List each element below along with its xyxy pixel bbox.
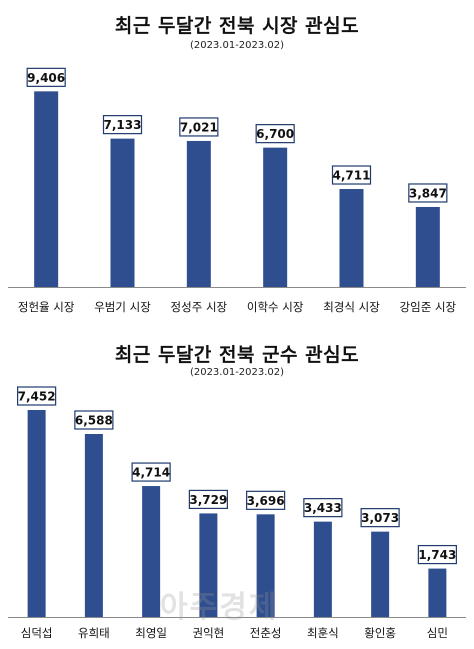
category-label: 정성주 시장 <box>171 300 228 314</box>
data-label: 6,700 <box>255 124 295 144</box>
data-label: 4,714 <box>131 462 171 482</box>
category-label: 심덕섭 <box>21 626 53 640</box>
bar <box>339 189 364 287</box>
category-label: 유희태 <box>78 626 110 640</box>
data-label: 3,696 <box>246 490 286 510</box>
data-label: 3,433 <box>303 498 343 518</box>
data-label-text: 3,847 <box>409 186 447 200</box>
county-head-bar-plot: 7,452 심덕섭 6,588 유희태 4,714 최영일 3,729 권익현 3,696 전춘성… <box>8 386 466 640</box>
data-label-box <box>246 490 286 510</box>
data-label: 6,588 <box>74 410 114 430</box>
bar <box>199 513 218 617</box>
data-label-text: 6,588 <box>75 414 113 428</box>
county-head-interest-chart: 최근 두달간 전북 군수 관심도 (2023.01-2023.02) 7,452… <box>0 330 474 649</box>
category-label: 최훈식 <box>307 626 339 640</box>
data-label: 7,133 <box>102 115 143 135</box>
bar <box>34 91 59 288</box>
data-label: 3,847 <box>408 183 448 203</box>
data-label-text: 3,073 <box>361 511 399 525</box>
category-label: 전춘성 <box>250 626 282 640</box>
chart-subtitle: (2023.01-2023.02) <box>189 40 285 51</box>
bar <box>84 434 103 617</box>
category-label: 우범기 시장 <box>94 300 151 314</box>
bar <box>110 138 135 287</box>
data-label: 1,743 <box>417 544 457 565</box>
data-label-box <box>179 117 219 137</box>
data-label: 3,729 <box>188 489 228 510</box>
chart-subtitle: (2023.01-2023.02) <box>189 367 285 378</box>
data-label-box <box>255 124 295 144</box>
data-label-text: 4,711 <box>333 169 371 183</box>
bar <box>371 531 390 617</box>
data-label-text: 1,743 <box>418 548 456 562</box>
category-label: 심민 <box>427 626 448 640</box>
data-label-box <box>408 183 448 203</box>
data-label-box <box>74 410 114 430</box>
data-label-box <box>131 462 171 482</box>
data-label: 7,452 <box>17 386 57 406</box>
data-label-text: 7,021 <box>180 120 218 134</box>
data-label-text: 3,729 <box>189 493 227 507</box>
data-label-box <box>188 489 228 510</box>
data-label-text: 6,700 <box>256 127 294 141</box>
bar <box>142 486 161 617</box>
mayor-interest-chart: 최근 두달간 전북 시장 관심도 (2023.01-2023.02) 9,406… <box>8 15 466 314</box>
bar <box>415 206 440 287</box>
category-label: 강임준 시장 <box>400 300 457 314</box>
data-label: 4,711 <box>331 165 372 185</box>
bar <box>263 147 288 287</box>
data-label-box <box>303 498 343 518</box>
data-label: 3,073 <box>360 508 400 528</box>
data-label: 7,021 <box>179 117 219 137</box>
data-label-box <box>360 508 400 528</box>
data-label-box <box>17 386 57 406</box>
chart-title: 최근 두달간 전북 군수 관심도 <box>114 344 360 366</box>
category-label: 정헌율 시장 <box>18 300 75 314</box>
data-label-box <box>331 165 372 185</box>
data-label-text: 9,406 <box>27 71 65 85</box>
category-label: 황인홍 <box>364 626 396 640</box>
data-label-text: 3,433 <box>304 501 342 515</box>
data-label-text: 7,452 <box>18 390 56 404</box>
category-label: 권익현 <box>193 626 225 640</box>
data-label-box <box>417 544 457 565</box>
data-label-text: 7,133 <box>104 118 142 132</box>
data-label-text: 4,714 <box>132 466 170 480</box>
bar <box>27 410 46 617</box>
data-label: 9,406 <box>26 67 66 87</box>
bar <box>186 140 211 287</box>
category-label: 최영일 <box>135 626 167 640</box>
mayor-bar-plot: 9,406 정헌율 시장 7,133 우범기 시장 7,021 정성주 시장 6,700 이학… <box>8 67 466 314</box>
bar <box>256 514 275 617</box>
data-label-box <box>26 67 66 87</box>
data-label-text: 3,696 <box>247 494 285 508</box>
bar <box>313 521 332 617</box>
data-label-box <box>102 115 143 135</box>
bar <box>428 568 447 617</box>
category-label: 이학수 시장 <box>247 300 304 314</box>
category-label: 최경식 시장 <box>323 300 380 314</box>
chart-title: 최근 두달간 전북 시장 관심도 <box>114 15 360 37</box>
